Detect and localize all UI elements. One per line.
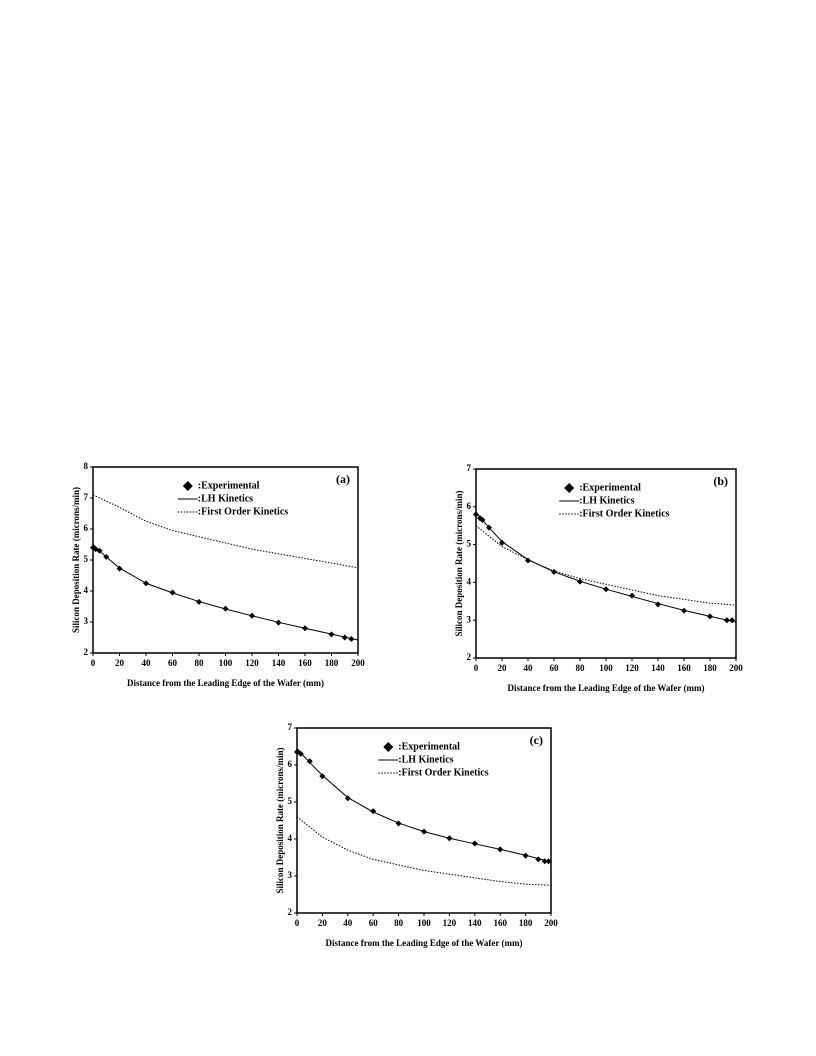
legend-marker (564, 483, 575, 493)
legend-label: :Experimental (198, 480, 260, 491)
legend-marker (182, 481, 193, 491)
x-tick-label: 120 (443, 918, 457, 928)
y-tick-label: 7 (288, 722, 293, 732)
y-axis-label: Silicon Deposition Rate (microns/min) (71, 487, 81, 633)
x-tick-label: 140 (272, 658, 286, 668)
x-tick-label: 100 (417, 918, 431, 928)
model-line (475, 525, 737, 606)
data-point (729, 617, 736, 624)
y-tick-label: 4 (84, 585, 89, 595)
x-tick-label: 80 (195, 658, 205, 668)
legend-label: :LH Kinetics (579, 495, 634, 506)
x-tick-label: 120 (245, 658, 259, 668)
data-point (306, 758, 313, 765)
legend-label: :First Order Kinetics (198, 506, 288, 517)
legend-label: :First Order Kinetics (398, 767, 488, 778)
x-axis-label: Distance from the Leading Edge of the Wa… (127, 678, 324, 688)
data-point (348, 636, 355, 643)
y-tick-label: 2 (84, 647, 89, 657)
model-line (296, 816, 552, 886)
x-tick-label: 100 (599, 663, 613, 673)
x-tick-label: 180 (703, 663, 717, 673)
legend-label: :Experimental (579, 482, 641, 493)
panel-label: (a) (336, 472, 350, 486)
legend-marker (383, 742, 394, 752)
x-tick-label: 60 (369, 918, 379, 928)
y-tick-label: 4 (467, 576, 472, 586)
data-point (473, 511, 479, 518)
x-tick-label: 0 (295, 918, 300, 928)
y-axis-label: Silicon Deposition Rate (microns/min) (454, 490, 464, 636)
x-tick-label: 180 (325, 658, 339, 668)
y-tick-label: 6 (288, 759, 293, 769)
model-line (92, 544, 359, 641)
data-point (297, 750, 304, 757)
legend-label: :LH Kinetics (398, 754, 453, 765)
x-tick-label: 140 (468, 918, 482, 928)
x-tick-label: 160 (298, 658, 312, 668)
x-tick-label: 40 (343, 918, 353, 928)
x-tick-label: 120 (625, 663, 639, 673)
x-tick-label: 80 (576, 663, 586, 673)
model-line (92, 494, 359, 569)
y-tick-label: 5 (288, 796, 293, 806)
x-tick-label: 0 (474, 663, 479, 673)
y-tick-label: 3 (288, 870, 293, 880)
x-axis-label: Distance from the Leading Edge of the Wa… (508, 683, 705, 693)
y-tick-label: 3 (84, 616, 89, 626)
legend-label: :Experimental (398, 741, 460, 752)
panel-label: (c) (530, 733, 543, 747)
x-tick-label: 20 (115, 658, 125, 668)
x-tick-label: 0 (91, 658, 96, 668)
legend-label: :First Order Kinetics (579, 508, 669, 519)
x-tick-label: 140 (651, 663, 665, 673)
y-tick-label: 6 (467, 501, 472, 511)
x-tick-label: 160 (493, 918, 507, 928)
x-tick-label: 180 (519, 918, 533, 928)
y-axis-label: Silicon Deposition Rate (microns/min) (275, 747, 285, 893)
y-tick-label: 5 (467, 539, 472, 549)
x-tick-label: 40 (524, 663, 534, 673)
x-tick-label: 60 (168, 658, 178, 668)
y-tick-label: 2 (288, 907, 293, 917)
model-line (475, 512, 737, 623)
y-tick-label: 7 (84, 492, 89, 502)
x-tick-label: 20 (318, 918, 328, 928)
x-tick-label: 80 (394, 918, 404, 928)
y-tick-label: 6 (84, 523, 89, 533)
y-tick-label: 8 (84, 461, 89, 471)
y-tick-label: 7 (467, 463, 472, 473)
panel-label: (b) (713, 474, 728, 488)
x-tick-label: 100 (219, 658, 233, 668)
x-tick-label: 40 (142, 658, 152, 668)
y-tick-label: 2 (467, 652, 472, 662)
x-tick-label: 60 (550, 663, 560, 673)
data-point (499, 539, 505, 546)
data-point (319, 773, 326, 780)
y-tick-label: 4 (288, 833, 293, 843)
y-tick-label: 5 (84, 554, 89, 564)
legend-label: :LH Kinetics (198, 493, 253, 504)
x-axis-label: Distance from the Leading Edge of the Wa… (326, 938, 523, 948)
x-tick-label: 160 (677, 663, 691, 673)
x-tick-label: 200 (729, 663, 743, 673)
model-line (296, 748, 552, 863)
x-tick-label: 200 (351, 658, 365, 668)
x-tick-label: 20 (498, 663, 508, 673)
x-tick-label: 200 (544, 918, 558, 928)
y-tick-label: 3 (467, 614, 472, 624)
